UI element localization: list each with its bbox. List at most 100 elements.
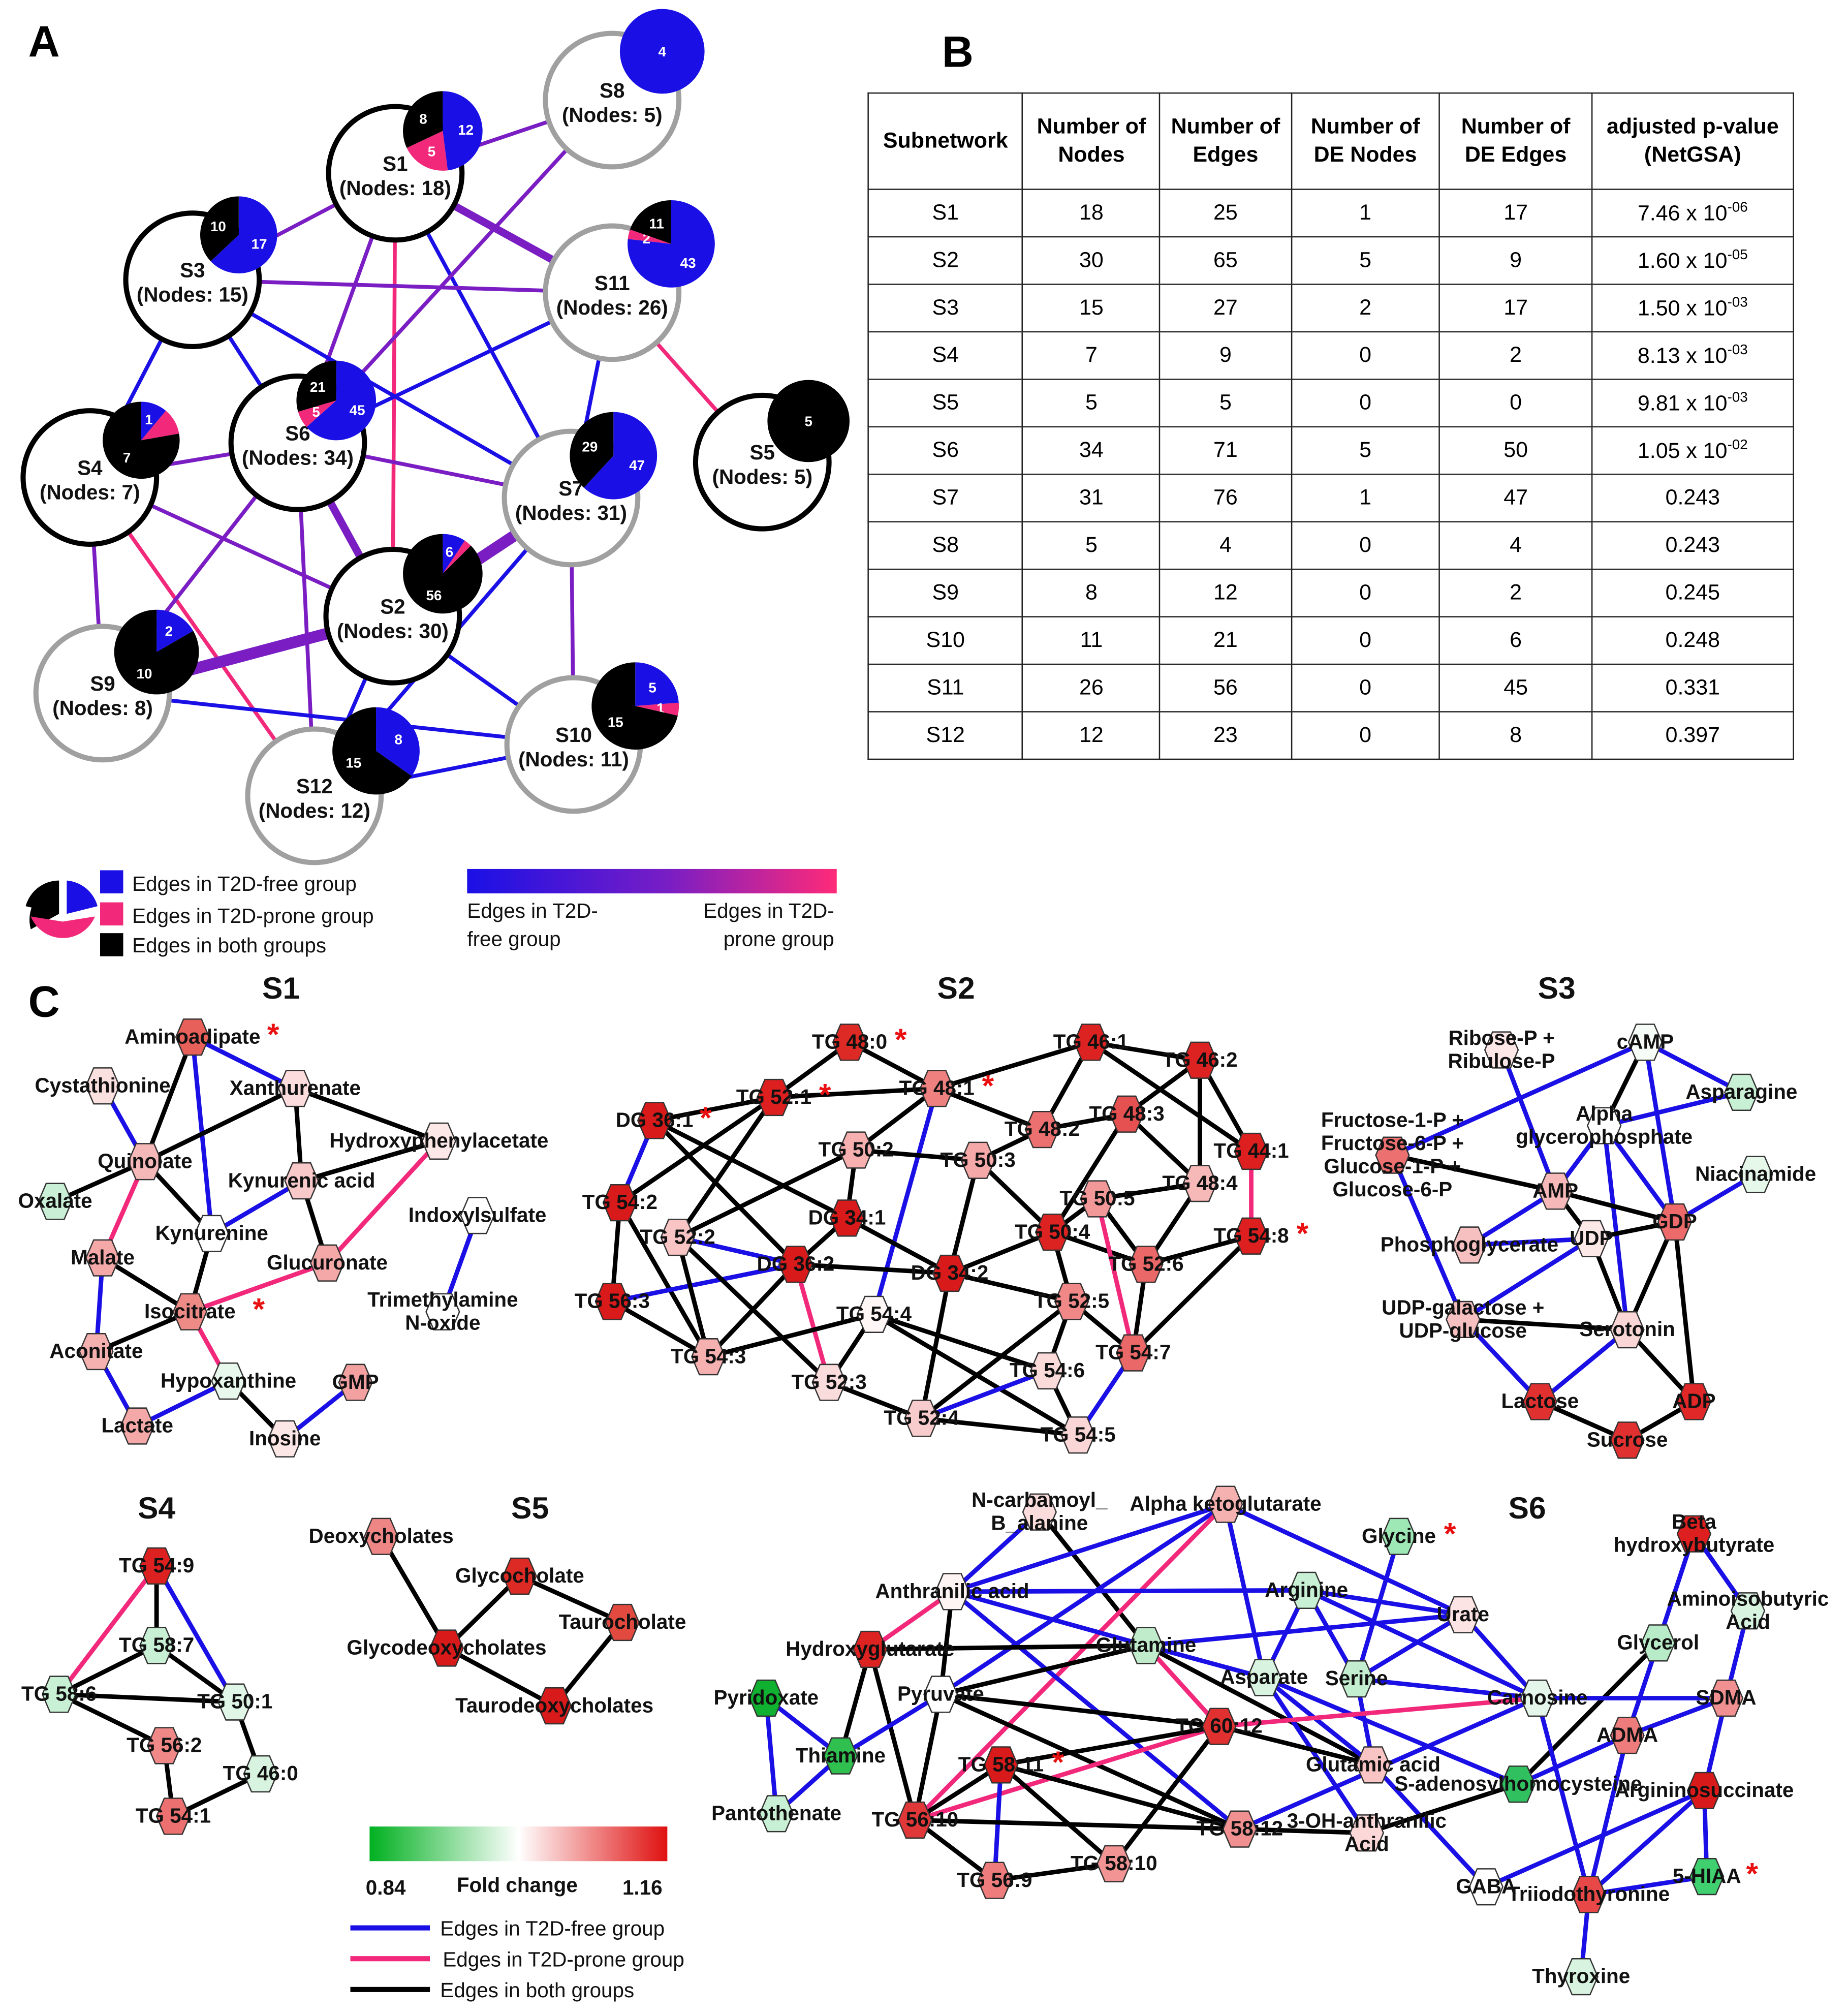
subnetwork-label: S10 — [555, 723, 592, 747]
metabolite-label: Inosine — [249, 1427, 321, 1450]
cell-de_nodes: 0 — [1290, 711, 1440, 760]
edge-free — [839, 1692, 942, 1758]
metabolite-node-tg-48-2: TG 48:2 — [1005, 1110, 1080, 1149]
pie-slice-both — [200, 196, 239, 262]
cell-nodes: 15 — [1022, 284, 1161, 333]
hexagon-icon — [1381, 1517, 1417, 1555]
edge-prone — [914, 1724, 1220, 1822]
hexagon-icon — [1522, 1383, 1558, 1420]
metabolite-node-pyruvate: Pyruvate — [897, 1676, 984, 1713]
cell-de_nodes: 2 — [1290, 284, 1440, 333]
hexagon-icon — [778, 1246, 813, 1283]
metabolite-label: TG 54:2 — [582, 1190, 657, 1214]
metabolite-node-carnosine: Carnosine — [1487, 1679, 1588, 1717]
cell-edges: 5 — [1159, 379, 1292, 428]
hexagon-icon — [139, 1547, 174, 1585]
cell-nodes: 8 — [1022, 568, 1161, 617]
metabolite-label: DG 34:2 — [911, 1261, 989, 1284]
metabolite-label: N-carbamoyl_ — [972, 1488, 1108, 1511]
cell-p-value: 0.243 — [1591, 473, 1794, 522]
edge-prone — [868, 1590, 954, 1652]
metabolite-label: N-oxide — [405, 1311, 480, 1335]
metabolite-node-tg-56-10: TG 56:10 — [871, 1801, 958, 1839]
metabolite-node-xanthurenate: Xanthurenate — [230, 1070, 361, 1107]
edge-both — [994, 1861, 1114, 1883]
edge-both — [848, 1040, 938, 1091]
edge-both — [1089, 1040, 1253, 1154]
metabolite-node-tg-58-6: TG 58:6 — [21, 1676, 97, 1713]
hexagon-icon — [175, 1018, 210, 1056]
metabolite-node-tg-50-1: TG 50:1 — [197, 1683, 272, 1721]
cell-de_edges: 6 — [1438, 616, 1593, 665]
edge-free — [1146, 1612, 1463, 1648]
hexagon-icon — [1222, 1810, 1258, 1848]
edges — [1390, 1040, 1757, 1442]
metabolite-node-malate: Malate — [71, 1239, 135, 1277]
metabolite-node-alpha-ketoglutarate: Alpha ketoglutarate — [1130, 1485, 1322, 1523]
subnetwork-node-count: (Nodes: 12) — [259, 799, 370, 822]
edge-free — [1644, 1040, 1743, 1095]
cell-nodes: 5 — [1022, 379, 1161, 428]
column-header: Subnetwork — [867, 92, 1024, 190]
metabolite-node-tg-56-9: TG 56:9 — [957, 1862, 1032, 1899]
hexagon-icon — [853, 1630, 888, 1668]
table-row: S7 31 76 1 47 0.243 — [867, 473, 1794, 522]
hexagon-icon — [983, 1746, 1019, 1784]
hexagon-icon — [338, 1364, 373, 1401]
significance-star-icon: * — [819, 1077, 831, 1112]
hexagon-icon — [1129, 1246, 1164, 1283]
cell-p-value: 1.50 x 10-03 — [1591, 284, 1794, 333]
hexagon-icon — [1349, 1814, 1385, 1852]
hexagon-icon — [1375, 1136, 1410, 1174]
subnetwork-node-count: (Nodes: 34) — [242, 446, 354, 469]
metabolite-label: TG 50:5 — [1059, 1187, 1135, 1210]
significance-star-icon: * — [1296, 1216, 1308, 1250]
edge-both — [854, 1087, 938, 1152]
hexagon-icon — [1657, 1203, 1693, 1241]
subnetwork-node-count: (Nodes: 7) — [40, 480, 140, 504]
metabolite-label: TG 54:5 — [1040, 1422, 1115, 1446]
metabolite-label: cAMP — [1617, 1030, 1674, 1053]
metabolite-node-tg-60-12: TG 60:12 — [1176, 1708, 1263, 1745]
hexagon-icon — [605, 1603, 640, 1641]
metabolite-label: Pyruvate — [897, 1682, 984, 1706]
edge-both — [653, 1118, 848, 1220]
edge-free — [1145, 1643, 1265, 1680]
metabolite-node-tg-50-3: TG 50:3 — [940, 1141, 1016, 1179]
edge-both — [58, 1692, 235, 1705]
hexagon-icon — [1724, 1073, 1759, 1111]
metabolite-label: Lactate — [102, 1414, 173, 1437]
metabolite-node-gaba: GABA — [1456, 1868, 1516, 1906]
metabolite-node-quinolate: Quinolate — [98, 1143, 193, 1181]
hexagon-icon — [1182, 1165, 1217, 1202]
cell-p-value: 0.245 — [1591, 568, 1794, 617]
pie-slice-prone — [141, 411, 179, 441]
edge-both — [1392, 1153, 1556, 1194]
cell-de_nodes: 5 — [1290, 236, 1440, 285]
legend-swatch-prone — [100, 902, 123, 926]
metabolite-label: TG 56:9 — [957, 1868, 1032, 1892]
metabolite-label: TG 50:2 — [819, 1138, 894, 1161]
metabolite-label: Lactose — [1501, 1389, 1579, 1413]
edge-free — [1354, 1536, 1401, 1680]
edge-free — [1391, 1040, 1646, 1158]
legend-prone-label: Edges in T2D-prone group — [132, 904, 373, 927]
metabolite-node-s-adenosylhomocysteine: S-adenosylhomocysteine — [1394, 1765, 1642, 1803]
pie-slice-label: 5 — [648, 680, 656, 696]
metabolite-node-tg-56-3: TG 56:3 — [575, 1283, 650, 1320]
cell-de_nodes: 5 — [1290, 426, 1440, 475]
metabolite-label: 5-HIAA — [1673, 1864, 1741, 1887]
metabolite-label: Hydroxyglutarate — [786, 1637, 954, 1660]
subnetwork-s2: S2 TG 48:0 * TG 46:1 TG 46:2 TG 52:1 * TG 48:1 *… — [575, 971, 1308, 1454]
edge-both — [915, 1818, 1240, 1832]
edge-free — [1262, 1676, 1369, 1835]
panel-label-a: A — [28, 18, 60, 67]
edge-both — [618, 1095, 775, 1205]
metabolite-node-asparagine: Asparagine — [1685, 1073, 1797, 1111]
pie-slice-label: 17 — [252, 236, 267, 252]
hexagon-icon — [1202, 1708, 1237, 1745]
pie-slice-label: 5 — [428, 144, 435, 160]
